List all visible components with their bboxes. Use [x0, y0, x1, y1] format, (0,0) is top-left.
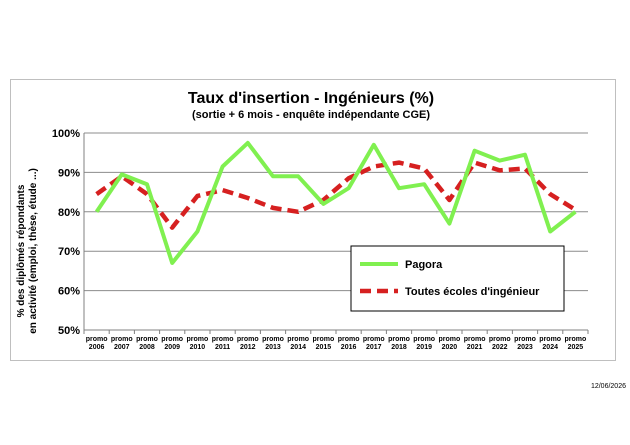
series-line-pagora: [94, 140, 577, 265]
x-tick-label-line2: 2021: [467, 344, 483, 351]
x-tick-label-line1: promo: [388, 336, 410, 343]
x-tick-label-line1: promo: [514, 336, 536, 343]
x-tick-label-line2: 2011: [215, 344, 230, 351]
x-tick-label-line1: promo: [565, 336, 587, 343]
line-chart: Taux d'insertion - Ingénieurs (%) (sorti…: [16, 90, 589, 351]
x-tick-label-line2: 2010: [190, 344, 206, 351]
x-tick-label-line1: promo: [161, 336, 183, 343]
x-tick-label-line2: 2024: [542, 344, 558, 351]
x-tick-label-line2: 2020: [442, 344, 458, 351]
x-tick-label-line1: promo: [439, 336, 461, 343]
y-tick-label: 70%: [58, 246, 80, 258]
chart-frame: Taux d'insertion - Ingénieurs (%) (sorti…: [10, 79, 616, 361]
y-axis-label-line1: % des diplômés répondants: [16, 184, 27, 317]
series-lines: [94, 140, 577, 265]
x-tick-label-line1: promo: [313, 336, 335, 343]
x-tick-label-line1: promo: [111, 336, 133, 343]
x-tick-label-line2: 2014: [290, 344, 306, 351]
y-axis-label-line2: en activité (emploi, thèse, étude ...): [28, 168, 39, 334]
y-tick-label: 90%: [58, 167, 80, 179]
legend-label-pagora: Pagora: [405, 259, 443, 271]
y-axis-ticks: 50% 60% 70% 80% 90% 100%: [52, 128, 80, 337]
legend-box: [350, 245, 565, 312]
chart-subtitle: (sortie + 6 mois - enquête indépendante …: [192, 109, 430, 121]
x-tick-label-line2: 2017: [366, 344, 382, 351]
x-tick-label-line1: promo: [187, 336, 209, 343]
x-tick-label-line2: 2018: [391, 344, 407, 351]
x-tick-label-line1: promo: [287, 336, 309, 343]
x-tick-label-line2: 2023: [517, 344, 533, 351]
x-tick-label-line2: 2008: [139, 344, 155, 351]
x-tick-label-line2: 2022: [492, 344, 508, 351]
x-tick-label-line1: promo: [212, 336, 234, 343]
x-tick-label-line1: promo: [363, 336, 385, 343]
y-tick-label: 50%: [58, 325, 80, 337]
x-tick-label-line1: promo: [489, 336, 511, 343]
x-tick-label-line2: 2016: [341, 344, 357, 351]
x-tick-label-line2: 2015: [316, 344, 332, 351]
legend: Pagora Toutes écoles d'ingénieur: [350, 245, 565, 312]
footer-date: 12/06/2026: [590, 383, 626, 390]
x-tick-label-line2: 2012: [240, 344, 256, 351]
x-tick-label-line2: 2006: [89, 344, 105, 351]
x-tick-label-line2: 2009: [164, 344, 180, 351]
x-tick-label-line1: promo: [539, 336, 561, 343]
x-tick-label-line1: promo: [464, 336, 486, 343]
legend-label-toutes-ecoles: Toutes écoles d'ingénieur: [405, 286, 540, 298]
x-tick-label-line2: 2025: [568, 344, 584, 351]
x-tick-label-line1: promo: [413, 336, 435, 343]
y-tick-label: 60%: [58, 286, 80, 298]
x-tick-label-line1: promo: [86, 336, 108, 343]
x-axis-ticks: promo2006promo2007promo2008promo2009prom…: [83, 330, 589, 351]
x-tick-label-line2: 2007: [114, 344, 130, 351]
x-tick-label-line1: promo: [136, 336, 158, 343]
chart-title: Taux d'insertion - Ingénieurs (%): [188, 90, 434, 107]
y-tick-label: 100%: [52, 128, 80, 140]
x-tick-label-line1: promo: [262, 336, 284, 343]
series-line-toutes-ecoles: [95, 160, 577, 230]
x-tick-label-line1: promo: [338, 336, 360, 343]
x-tick-label-line1: promo: [237, 336, 259, 343]
x-tick-label-line2: 2019: [416, 344, 432, 351]
x-tick-label-line2: 2013: [265, 344, 281, 351]
y-tick-label: 80%: [58, 207, 80, 219]
